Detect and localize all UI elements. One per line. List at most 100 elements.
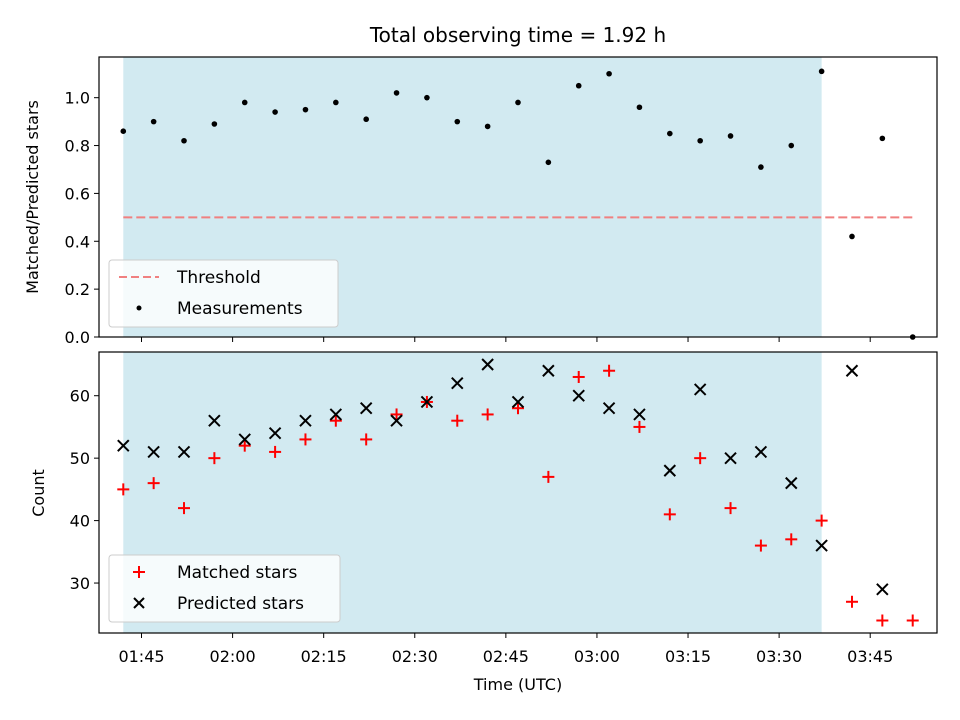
matched-star-point-6	[299, 433, 312, 446]
bottom-y-tick-label-1: 40	[70, 512, 90, 531]
measurement-point-25	[879, 135, 886, 142]
top-panel: 0.0 0.2 0.4 0.6 0.8 1.0 Matched/Predicted sta…	[23, 56, 938, 347]
predicted-star-point-20	[724, 451, 737, 465]
measurement-point-14	[545, 159, 552, 166]
predicted-star-point-11	[451, 377, 464, 390]
matched-star-point-24	[845, 595, 858, 608]
predicted-star-point-b-16	[602, 401, 616, 415]
predicted-star-point-13	[511, 395, 525, 409]
top-legend: Threshold Measurements	[108, 259, 339, 328]
measurement-point-24	[849, 233, 855, 240]
measurement-point-10	[424, 94, 430, 101]
predicted-star-point-b-3	[208, 414, 221, 427]
predicted-star-point-b-0	[117, 439, 130, 452]
predicted-star-point-15	[572, 389, 585, 402]
bottom-x-ticks: 01:45 02:00 02:15 02:30 02:45 03:00 03:15 03:30…	[118, 633, 893, 666]
top-y-axis-label: Matched/Predicted stars	[23, 100, 42, 294]
bottom-y-tick-label-2: 50	[70, 449, 90, 468]
bottom-x-tick-label-5: 03:00	[574, 647, 620, 666]
top-x-ticks	[141, 337, 871, 342]
predicted-star-point-b-25	[876, 583, 889, 596]
predicted-star-point-24	[845, 364, 859, 377]
predicted-star-point-b-23	[815, 539, 828, 552]
matched-star-point-17	[633, 420, 646, 433]
predicted-star-point-b-20	[724, 451, 737, 465]
predicted-star-point-b-8	[359, 401, 373, 415]
predicted-star-point-22	[785, 476, 798, 490]
bottom-x-tick-label-1: 02:00	[210, 647, 256, 666]
predicted-star-point-3	[208, 414, 221, 427]
matched-star-point-16	[603, 364, 616, 377]
predicted-star-point-b-10	[420, 395, 434, 409]
predicted-star-point-5	[268, 426, 282, 440]
matched-star-point-22	[785, 533, 798, 546]
matched-star-point-19	[694, 452, 707, 465]
predicted-star-point-b-9	[390, 414, 403, 427]
predicted-star-point-0	[117, 439, 130, 452]
bottom-y-tick-label-3: 60	[70, 387, 90, 406]
legend-predicted-label: Predicted stars	[177, 594, 304, 614]
bottom-x-tick-label-3: 02:30	[392, 647, 438, 666]
matched-star-point-25	[876, 614, 889, 627]
matched-star-point-13	[512, 402, 524, 415]
top-y-tick-label-2: 0.4	[65, 232, 90, 251]
bottom-x-tick-label-2: 02:15	[301, 647, 347, 666]
predicted-star-point-b-6	[299, 414, 312, 427]
matched-star-point-3	[208, 452, 221, 465]
measurement-point-11	[454, 118, 461, 125]
measurement-point-15	[575, 82, 582, 89]
predicted-star-point-b-21	[754, 445, 768, 459]
predicted-star-point-1	[147, 445, 160, 459]
measurement-point-21	[758, 164, 764, 170]
matched-star-point-9	[390, 408, 403, 421]
predicted-star-point-b-12	[481, 358, 494, 371]
matched-star-point-4	[238, 439, 251, 452]
predicted-star-point-b-5	[268, 426, 282, 440]
bottom-x-tick-label-8: 03:45	[847, 647, 893, 666]
matched-star-point-11	[451, 414, 464, 427]
predicted-star-point-23	[815, 539, 828, 552]
measurement-point-5	[272, 109, 278, 115]
measurement-point-17	[636, 104, 643, 111]
legend-matched-swatch	[133, 566, 145, 578]
predicted-star-point-b-17	[633, 408, 646, 421]
predicted-star-point-25	[876, 583, 889, 596]
bottom-x-tick-label-4: 02:45	[483, 647, 529, 666]
legend-predicted-swatch	[133, 597, 145, 609]
matched-star-point-12	[481, 408, 494, 421]
matched-star-point-18	[663, 508, 676, 521]
measurement-point-19	[697, 137, 703, 144]
predicted-star-point-2	[177, 445, 191, 459]
legend-matched-label: Matched stars	[177, 563, 297, 583]
legend-measurements-swatch	[136, 305, 142, 311]
predicted-star-point-b-13	[511, 395, 525, 409]
measurement-point-9	[393, 90, 400, 96]
bottom-legend: Matched stars Predicted stars	[108, 554, 341, 623]
bottom-y-tick-label-0: 30	[70, 574, 90, 593]
matched-star-point-14	[542, 470, 555, 483]
matched-star-point-5	[269, 445, 282, 458]
predicted-star-point-12	[481, 358, 494, 371]
measurement-point-8	[363, 116, 369, 123]
predicted-star-point-b-1	[147, 445, 160, 459]
bottom-y-axis-label: Count	[29, 469, 48, 517]
matched-star-point-7	[329, 414, 342, 427]
measurement-point-12	[484, 123, 491, 130]
matched-star-point-0	[117, 483, 130, 496]
predicted-star-point-9	[390, 414, 403, 427]
matched-star-point-8	[360, 433, 373, 446]
matched-star-point-26	[906, 614, 919, 627]
measurement-point-4	[241, 99, 248, 106]
measurement-point-2	[181, 137, 187, 144]
bottom-x-tick-label-7: 03:30	[756, 647, 802, 666]
matched-stars-points	[117, 364, 919, 627]
predicted-star-point-21	[754, 445, 768, 459]
x-axis-label: Time (UTC)	[473, 675, 562, 694]
top-y-tick-label-3: 0.6	[65, 184, 90, 203]
bottom-x-tick-label-6: 03:15	[665, 647, 711, 666]
predicted-star-point-b-4	[238, 433, 251, 446]
measurement-point-16	[606, 70, 612, 77]
predicted-star-point-b-11	[451, 377, 464, 390]
